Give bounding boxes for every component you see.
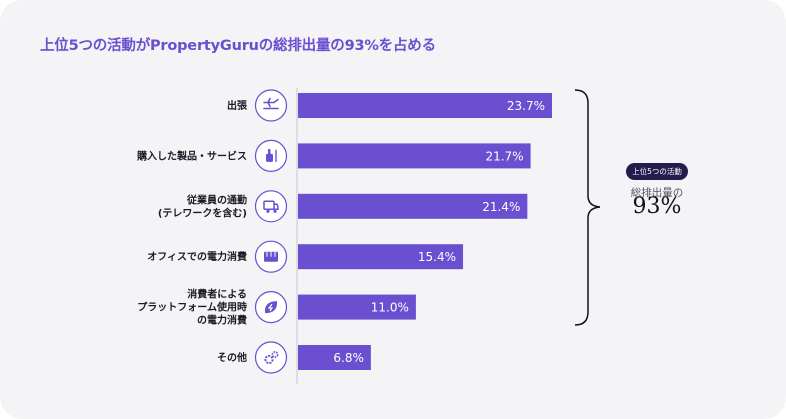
gears-icon bbox=[264, 351, 279, 365]
bar-value-label: 21.4% bbox=[482, 200, 520, 214]
category-label: 消費者による bbox=[187, 288, 247, 301]
delivery-truck-icon bbox=[263, 200, 279, 213]
hand-icon bbox=[266, 148, 277, 162]
category-label: 従業員の通勤 bbox=[186, 193, 247, 206]
bar bbox=[298, 143, 531, 169]
grouping-brace bbox=[574, 89, 601, 326]
bar-value-label: 23.7% bbox=[507, 99, 545, 113]
bar bbox=[298, 193, 528, 219]
icon-circle bbox=[254, 190, 288, 223]
bar bbox=[298, 294, 416, 320]
category-label: (テレワークを含む) bbox=[158, 206, 247, 219]
bar bbox=[298, 244, 464, 270]
bar bbox=[298, 93, 552, 118]
bar-value-label: 6.8% bbox=[333, 351, 364, 365]
category-label: オフィスでの電力消費 bbox=[147, 250, 247, 263]
bar-value-label: 11.0% bbox=[371, 301, 409, 315]
total-percentage: 93% bbox=[632, 194, 682, 219]
category-label: 購入した製品・サービス bbox=[136, 149, 247, 162]
chart-title: 上位5つの活動がPropertyGuruの総排出量の93%を占める bbox=[40, 38, 436, 54]
category-label: その他 bbox=[217, 351, 247, 364]
icon-circle bbox=[254, 89, 288, 122]
store-icon bbox=[264, 251, 278, 262]
bar-value-label: 15.4% bbox=[418, 250, 456, 264]
airplane-icon bbox=[263, 97, 279, 110]
bar bbox=[298, 345, 371, 370]
total-emissions-label: 総排出量の bbox=[630, 187, 684, 199]
category-label: プラットフォーム使用時 bbox=[137, 301, 247, 314]
leaf-bolt-icon bbox=[264, 301, 278, 314]
top5-badge: 上位5つの活動 bbox=[626, 163, 688, 180]
category-label: の電力消費 bbox=[197, 314, 247, 327]
category-label: 出張 bbox=[227, 99, 248, 112]
bar-value-label: 21.7% bbox=[485, 149, 523, 163]
